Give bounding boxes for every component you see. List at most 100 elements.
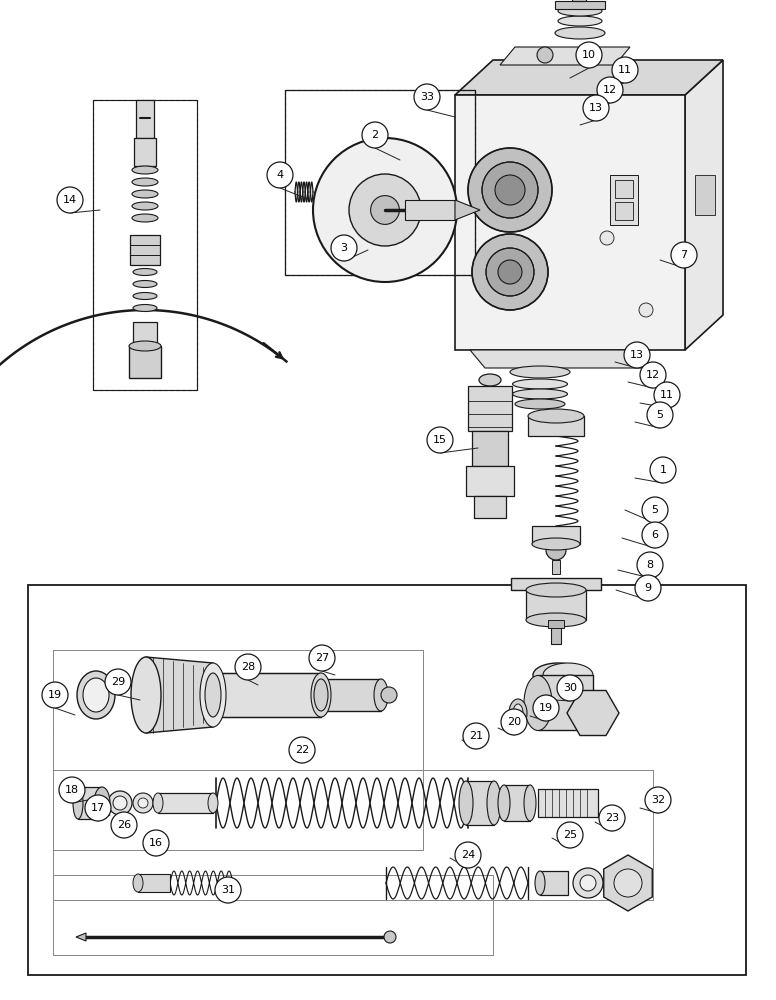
Circle shape [637, 552, 663, 578]
Bar [504, 785, 530, 821]
Text: 19: 19 [48, 690, 62, 700]
Circle shape [313, 138, 457, 282]
Ellipse shape [509, 699, 527, 727]
Ellipse shape [200, 663, 226, 727]
Text: 9: 9 [644, 583, 652, 593]
Ellipse shape [153, 793, 163, 813]
Bar [468, 386, 512, 431]
Text: 16: 16 [149, 838, 163, 848]
Ellipse shape [535, 871, 545, 895]
Bar [610, 175, 638, 225]
Text: 26: 26 [117, 820, 131, 830]
Bar [540, 871, 568, 895]
Ellipse shape [513, 704, 523, 722]
Ellipse shape [133, 268, 157, 275]
Ellipse shape [558, 6, 602, 16]
Circle shape [267, 162, 293, 188]
Circle shape [472, 234, 548, 310]
Ellipse shape [532, 538, 580, 550]
Ellipse shape [132, 166, 158, 174]
Ellipse shape [479, 374, 501, 386]
Text: 20: 20 [507, 717, 521, 727]
Circle shape [371, 196, 400, 224]
Text: 25: 25 [563, 830, 577, 840]
Text: 5: 5 [656, 410, 663, 420]
Ellipse shape [133, 280, 157, 288]
Circle shape [42, 682, 68, 708]
Circle shape [498, 260, 522, 284]
Circle shape [654, 382, 680, 408]
Text: 12: 12 [603, 85, 617, 95]
Circle shape [647, 402, 673, 428]
Circle shape [533, 695, 559, 721]
Polygon shape [455, 60, 723, 95]
Bar [93, 100, 197, 390]
Ellipse shape [512, 379, 567, 389]
Circle shape [635, 575, 661, 601]
Bar [28, 585, 746, 975]
Ellipse shape [543, 663, 593, 687]
Text: 30: 30 [563, 683, 577, 693]
Ellipse shape [512, 389, 567, 399]
Ellipse shape [498, 785, 510, 821]
Text: 24: 24 [461, 850, 475, 860]
Ellipse shape [526, 583, 586, 597]
Circle shape [482, 162, 538, 218]
Bar [130, 235, 160, 265]
Bar [53, 650, 423, 850]
Bar [615, 180, 633, 198]
Text: 17: 17 [91, 803, 105, 813]
Bar [321, 679, 381, 711]
Text: 8: 8 [646, 560, 653, 570]
Text: 5: 5 [652, 505, 659, 515]
Circle shape [111, 812, 137, 838]
Text: 7: 7 [681, 250, 688, 260]
Polygon shape [685, 60, 723, 350]
Bar [466, 466, 514, 496]
Bar [53, 875, 493, 955]
Circle shape [537, 47, 553, 63]
Text: 31: 31 [221, 885, 235, 895]
Bar [134, 138, 156, 166]
Text: 13: 13 [589, 103, 603, 113]
Circle shape [143, 830, 169, 856]
Ellipse shape [459, 781, 473, 825]
Ellipse shape [131, 657, 161, 733]
Circle shape [215, 877, 241, 903]
Circle shape [486, 248, 534, 296]
Ellipse shape [524, 785, 536, 821]
Circle shape [105, 669, 131, 695]
Bar [526, 590, 586, 620]
Bar [538, 789, 598, 817]
Bar [552, 560, 560, 574]
Bar [532, 526, 580, 544]
Bar [78, 787, 102, 819]
Circle shape [640, 362, 666, 388]
Polygon shape [146, 657, 213, 733]
Text: 4: 4 [276, 170, 283, 180]
Circle shape [455, 842, 481, 868]
Text: 33: 33 [420, 92, 434, 102]
Ellipse shape [132, 190, 158, 198]
Text: 10: 10 [582, 50, 596, 60]
Ellipse shape [133, 292, 157, 300]
Bar [53, 770, 653, 900]
Circle shape [600, 231, 614, 245]
Ellipse shape [533, 663, 583, 687]
Text: 2: 2 [372, 130, 379, 140]
Circle shape [576, 42, 602, 68]
Circle shape [650, 457, 676, 483]
Text: 15: 15 [433, 435, 447, 445]
Ellipse shape [83, 678, 109, 712]
Ellipse shape [528, 409, 584, 423]
Circle shape [639, 303, 653, 317]
Circle shape [463, 723, 489, 749]
Circle shape [235, 654, 261, 680]
Ellipse shape [311, 673, 331, 717]
Bar [555, 1, 605, 9]
Text: 11: 11 [660, 390, 674, 400]
Circle shape [133, 793, 153, 813]
Circle shape [113, 796, 127, 810]
Circle shape [624, 342, 650, 368]
Ellipse shape [558, 16, 602, 26]
